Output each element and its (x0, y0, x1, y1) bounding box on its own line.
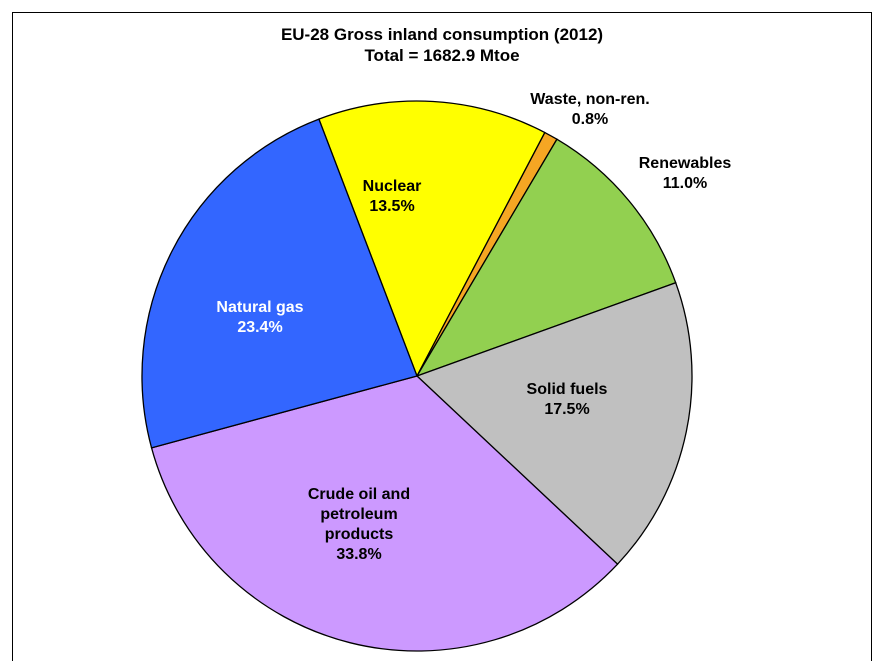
value-label: 11.0% (662, 175, 708, 192)
chart-frame (12, 12, 872, 661)
category-label: Crude oil and petroleum products (307, 486, 411, 543)
category-label: Natural gas (216, 299, 304, 316)
value-label: 33.8% (336, 546, 382, 563)
value-label: 17.5% (544, 401, 590, 418)
category-label: Solid fuels (526, 381, 608, 398)
category-label: Nuclear (362, 178, 422, 195)
category-label: Renewables (638, 155, 732, 172)
chart-subtitle: Total = 1682.9 Mtoe (364, 46, 520, 65)
value-label: 0.8% (571, 111, 609, 128)
slice-label: Renewables 11.0% (620, 154, 750, 194)
pie-slice (415, 281, 693, 566)
pie-slice (150, 375, 619, 652)
chart-title: EU-28 Gross inland consumption (2012) (280, 25, 604, 44)
slice-label: Waste, non-ren. 0.8% (510, 90, 670, 130)
pie-slice (415, 138, 677, 378)
slice-label: Nuclear 13.5% (332, 177, 452, 217)
slice-label: Natural gas 23.4% (195, 298, 325, 338)
value-label: 23.4% (237, 319, 283, 336)
slice-label: Solid fuels 17.5% (502, 380, 632, 420)
value-label: 13.5% (369, 198, 415, 215)
pie-slice (318, 100, 546, 378)
slice-label: Crude oil and petroleum products 33.8% (289, 485, 429, 565)
pie-slice (141, 118, 418, 449)
category-label: Waste, non-ren. (530, 91, 650, 108)
